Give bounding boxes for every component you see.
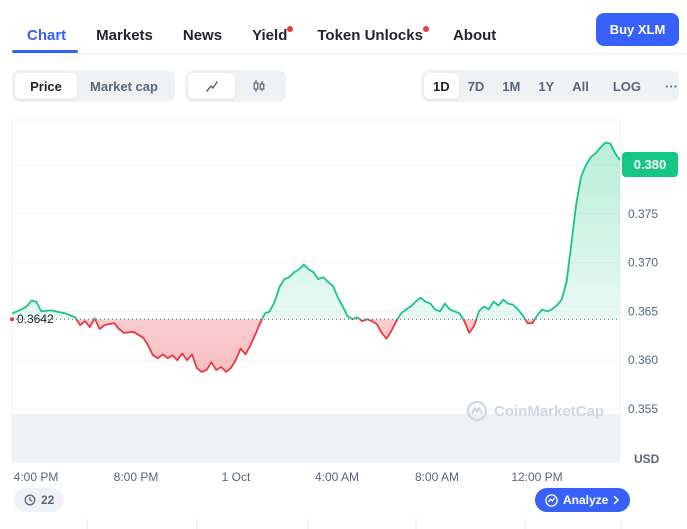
tab-yield[interactable]: Yield: [252, 0, 294, 54]
x-tick-label: 8:00 PM: [114, 470, 159, 484]
currency-label: USD: [634, 452, 660, 466]
watermark: CoinMarketCap: [466, 400, 604, 422]
comments-count: 22: [41, 493, 55, 507]
y-tick-label: 0.375: [628, 207, 658, 221]
current-price-label: 0.380: [622, 152, 678, 177]
tab-bar: Chart Markets News Yield Token Unlocks A…: [12, 0, 526, 54]
range-7d[interactable]: 7D: [467, 78, 485, 94]
price-chart[interactable]: 0.355 0.360 0.365 0.370 0.375 0.380 USD 0.3642 4…: [0, 112, 687, 529]
market-cap-toggle[interactable]: Market cap: [90, 78, 158, 94]
history-icon: [24, 494, 36, 506]
candlestick-icon: [253, 80, 264, 92]
price-toggle[interactable]: Price: [15, 73, 77, 99]
y-tick-label: 0.365: [628, 304, 658, 318]
x-tick-label: 4:00 AM: [315, 470, 359, 484]
metric-toggle: Price Market cap: [12, 70, 175, 102]
line-chart-icon: [205, 81, 218, 92]
coinmarketcap-logo-icon: [466, 400, 488, 422]
price-line-down: [75, 319, 536, 373]
y-tick-label: 0.360: [628, 353, 658, 367]
x-tick-label: 1 Oct: [222, 470, 251, 484]
time-range-selector: 1D 7D 1M 1Y All LOG ···: [421, 70, 679, 102]
area-above-reference: [12, 142, 620, 320]
range-1m[interactable]: 1M: [502, 78, 521, 94]
reference-price-label: 0.3642: [17, 312, 54, 326]
range-all[interactable]: All: [572, 78, 589, 94]
area-below-reference: [76, 319, 535, 372]
tab-chart[interactable]: Chart: [27, 27, 67, 44]
x-tick-label: 12:00 PM: [511, 470, 562, 484]
active-tab-underline: [12, 50, 78, 53]
analyze-icon: [545, 493, 558, 507]
more-options-button[interactable]: ···: [665, 78, 679, 94]
new-indicator-dot: [287, 26, 294, 32]
tab-news[interactable]: News: [182, 27, 223, 44]
watermark-text: CoinMarketCap: [494, 402, 605, 420]
comments-badge[interactable]: 22: [14, 488, 65, 512]
x-tick-label: 8:00 AM: [415, 470, 459, 484]
chart-type-toggle: [185, 70, 286, 102]
line-chart-button[interactable]: [188, 73, 235, 99]
range-1d[interactable]: 1D: [424, 73, 459, 99]
buy-button[interactable]: Buy XLM: [596, 13, 679, 46]
top-nav: Chart Markets News Yield Token Unlocks A…: [0, 0, 687, 56]
analyze-button[interactable]: Analyze: [535, 488, 631, 512]
x-tick-label: 4:00 PM: [14, 470, 59, 484]
nav-divider: [12, 53, 687, 54]
volume-band: [12, 414, 620, 462]
analyze-label: Analyze: [563, 493, 609, 507]
y-tick-label: 0.370: [628, 256, 658, 270]
price-line-up: [11, 141, 621, 320]
new-indicator-dot: [422, 26, 429, 32]
tab-token-unlocks[interactable]: Token Unlocks: [317, 0, 429, 54]
range-1y[interactable]: 1Y: [538, 78, 555, 94]
tab-markets[interactable]: Markets: [96, 27, 153, 44]
reference-marker: [10, 317, 14, 322]
chevron-right-icon: [614, 495, 620, 505]
candlestick-button[interactable]: [235, 73, 282, 99]
y-tick-label: 0.355: [628, 402, 658, 416]
log-scale-toggle[interactable]: LOG: [612, 78, 642, 94]
tab-about[interactable]: About: [452, 27, 497, 44]
